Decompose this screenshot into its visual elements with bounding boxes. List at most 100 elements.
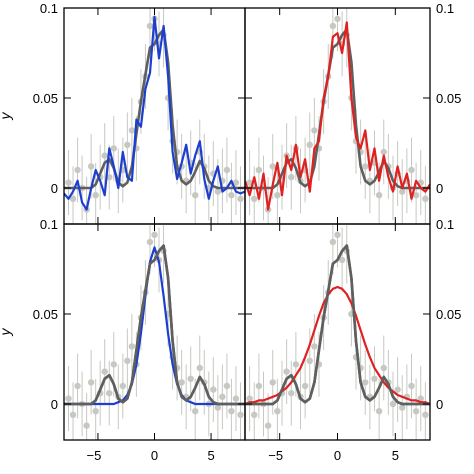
- y-tick-label: 0.1: [40, 1, 58, 16]
- data-point: [69, 195, 77, 202]
- data-point: [334, 231, 341, 238]
- data-point: [187, 375, 194, 382]
- data-point: [412, 408, 420, 415]
- reference-curve-overlay: [245, 244, 430, 406]
- data-point: [228, 192, 235, 199]
- x-tick-label: −5: [87, 448, 102, 463]
- data-point: [288, 174, 295, 181]
- plot-area: [245, 224, 430, 440]
- data-point: [255, 166, 263, 174]
- data-point: [246, 179, 253, 186]
- data-point: [192, 192, 199, 199]
- data-point: [110, 145, 117, 152]
- panel-bottom-right: [244, 223, 431, 441]
- data-point: [232, 179, 240, 186]
- y-tick-label: 0.1: [40, 217, 58, 232]
- data-point: [301, 382, 309, 390]
- data-point: [288, 390, 295, 397]
- data-point: [408, 382, 415, 390]
- data-point: [311, 343, 318, 350]
- x-tick-label: 0: [334, 448, 341, 463]
- data-point: [362, 163, 369, 170]
- data-point: [106, 390, 113, 397]
- plot-area: [64, 224, 245, 440]
- reference-curve-overlay: [64, 244, 245, 406]
- data-point: [178, 379, 185, 386]
- x-tick-label: −5: [268, 448, 283, 463]
- data-point: [65, 395, 72, 402]
- data-point: [306, 357, 313, 364]
- plot-area: [64, 8, 245, 224]
- reference-curve: [245, 28, 430, 190]
- data-point: [375, 192, 383, 199]
- data-point: [251, 195, 258, 202]
- reference-curve: [64, 28, 245, 190]
- data-point: [101, 368, 108, 375]
- data-point: [375, 408, 383, 415]
- data-point: [128, 127, 136, 134]
- data-point: [146, 238, 154, 246]
- data-point: [151, 231, 158, 238]
- data-point: [128, 343, 136, 350]
- data-point: [408, 166, 415, 174]
- y-tick-label: 0: [51, 397, 58, 412]
- data-point: [223, 382, 231, 390]
- y-tick-label: 0: [436, 181, 443, 196]
- data-point: [269, 379, 276, 386]
- data-point: [87, 163, 95, 170]
- panel-bottom-left: [63, 223, 246, 441]
- data-point: [292, 361, 300, 368]
- y-axis-title: y: [0, 328, 13, 337]
- y-tick-label: 0.1: [436, 1, 454, 16]
- y-tick-label: 0: [51, 181, 58, 196]
- data-point: [119, 382, 127, 390]
- data-point: [214, 404, 222, 411]
- data-point: [69, 411, 77, 418]
- model-curve: [64, 15, 245, 211]
- data-point: [237, 195, 244, 202]
- data-point: [371, 375, 378, 382]
- data-point: [65, 179, 72, 186]
- data-point: [274, 408, 281, 415]
- data-point: [269, 163, 276, 170]
- data-point: [74, 382, 81, 390]
- x-tick-label: 5: [392, 448, 399, 463]
- data-point: [124, 141, 131, 148]
- data-point: [306, 141, 313, 148]
- data-point: [283, 368, 290, 375]
- data-point: [146, 22, 154, 30]
- data-point: [255, 382, 263, 390]
- data-point: [101, 152, 108, 159]
- data-point: [232, 395, 240, 402]
- data-point: [380, 364, 387, 372]
- data-point: [92, 408, 99, 415]
- data-point: [92, 192, 99, 199]
- data-point: [237, 411, 244, 418]
- data-point: [399, 188, 406, 195]
- data-point: [214, 188, 222, 195]
- data-point: [74, 166, 81, 174]
- data-point: [412, 192, 420, 199]
- data-point: [223, 166, 231, 174]
- data-point: [87, 379, 95, 386]
- data-point: [329, 238, 337, 246]
- model-curve: [245, 285, 430, 406]
- y-tick-label: 0.1: [436, 217, 454, 232]
- data-point: [196, 364, 203, 372]
- data-point: [274, 192, 281, 199]
- data-point: [311, 127, 318, 134]
- y-tick-label: 0.05: [436, 91, 461, 106]
- data-point: [210, 386, 217, 393]
- panel-top-left: [63, 7, 246, 225]
- data-point: [417, 395, 424, 402]
- y-tick-label: 0.05: [436, 307, 461, 322]
- plot-area: [245, 8, 430, 224]
- data-point: [192, 408, 199, 415]
- data-point: [389, 400, 397, 408]
- data-point: [338, 256, 346, 264]
- data-point: [394, 386, 401, 393]
- data-point: [110, 361, 117, 368]
- data-point: [228, 408, 235, 415]
- data-point: [83, 422, 90, 429]
